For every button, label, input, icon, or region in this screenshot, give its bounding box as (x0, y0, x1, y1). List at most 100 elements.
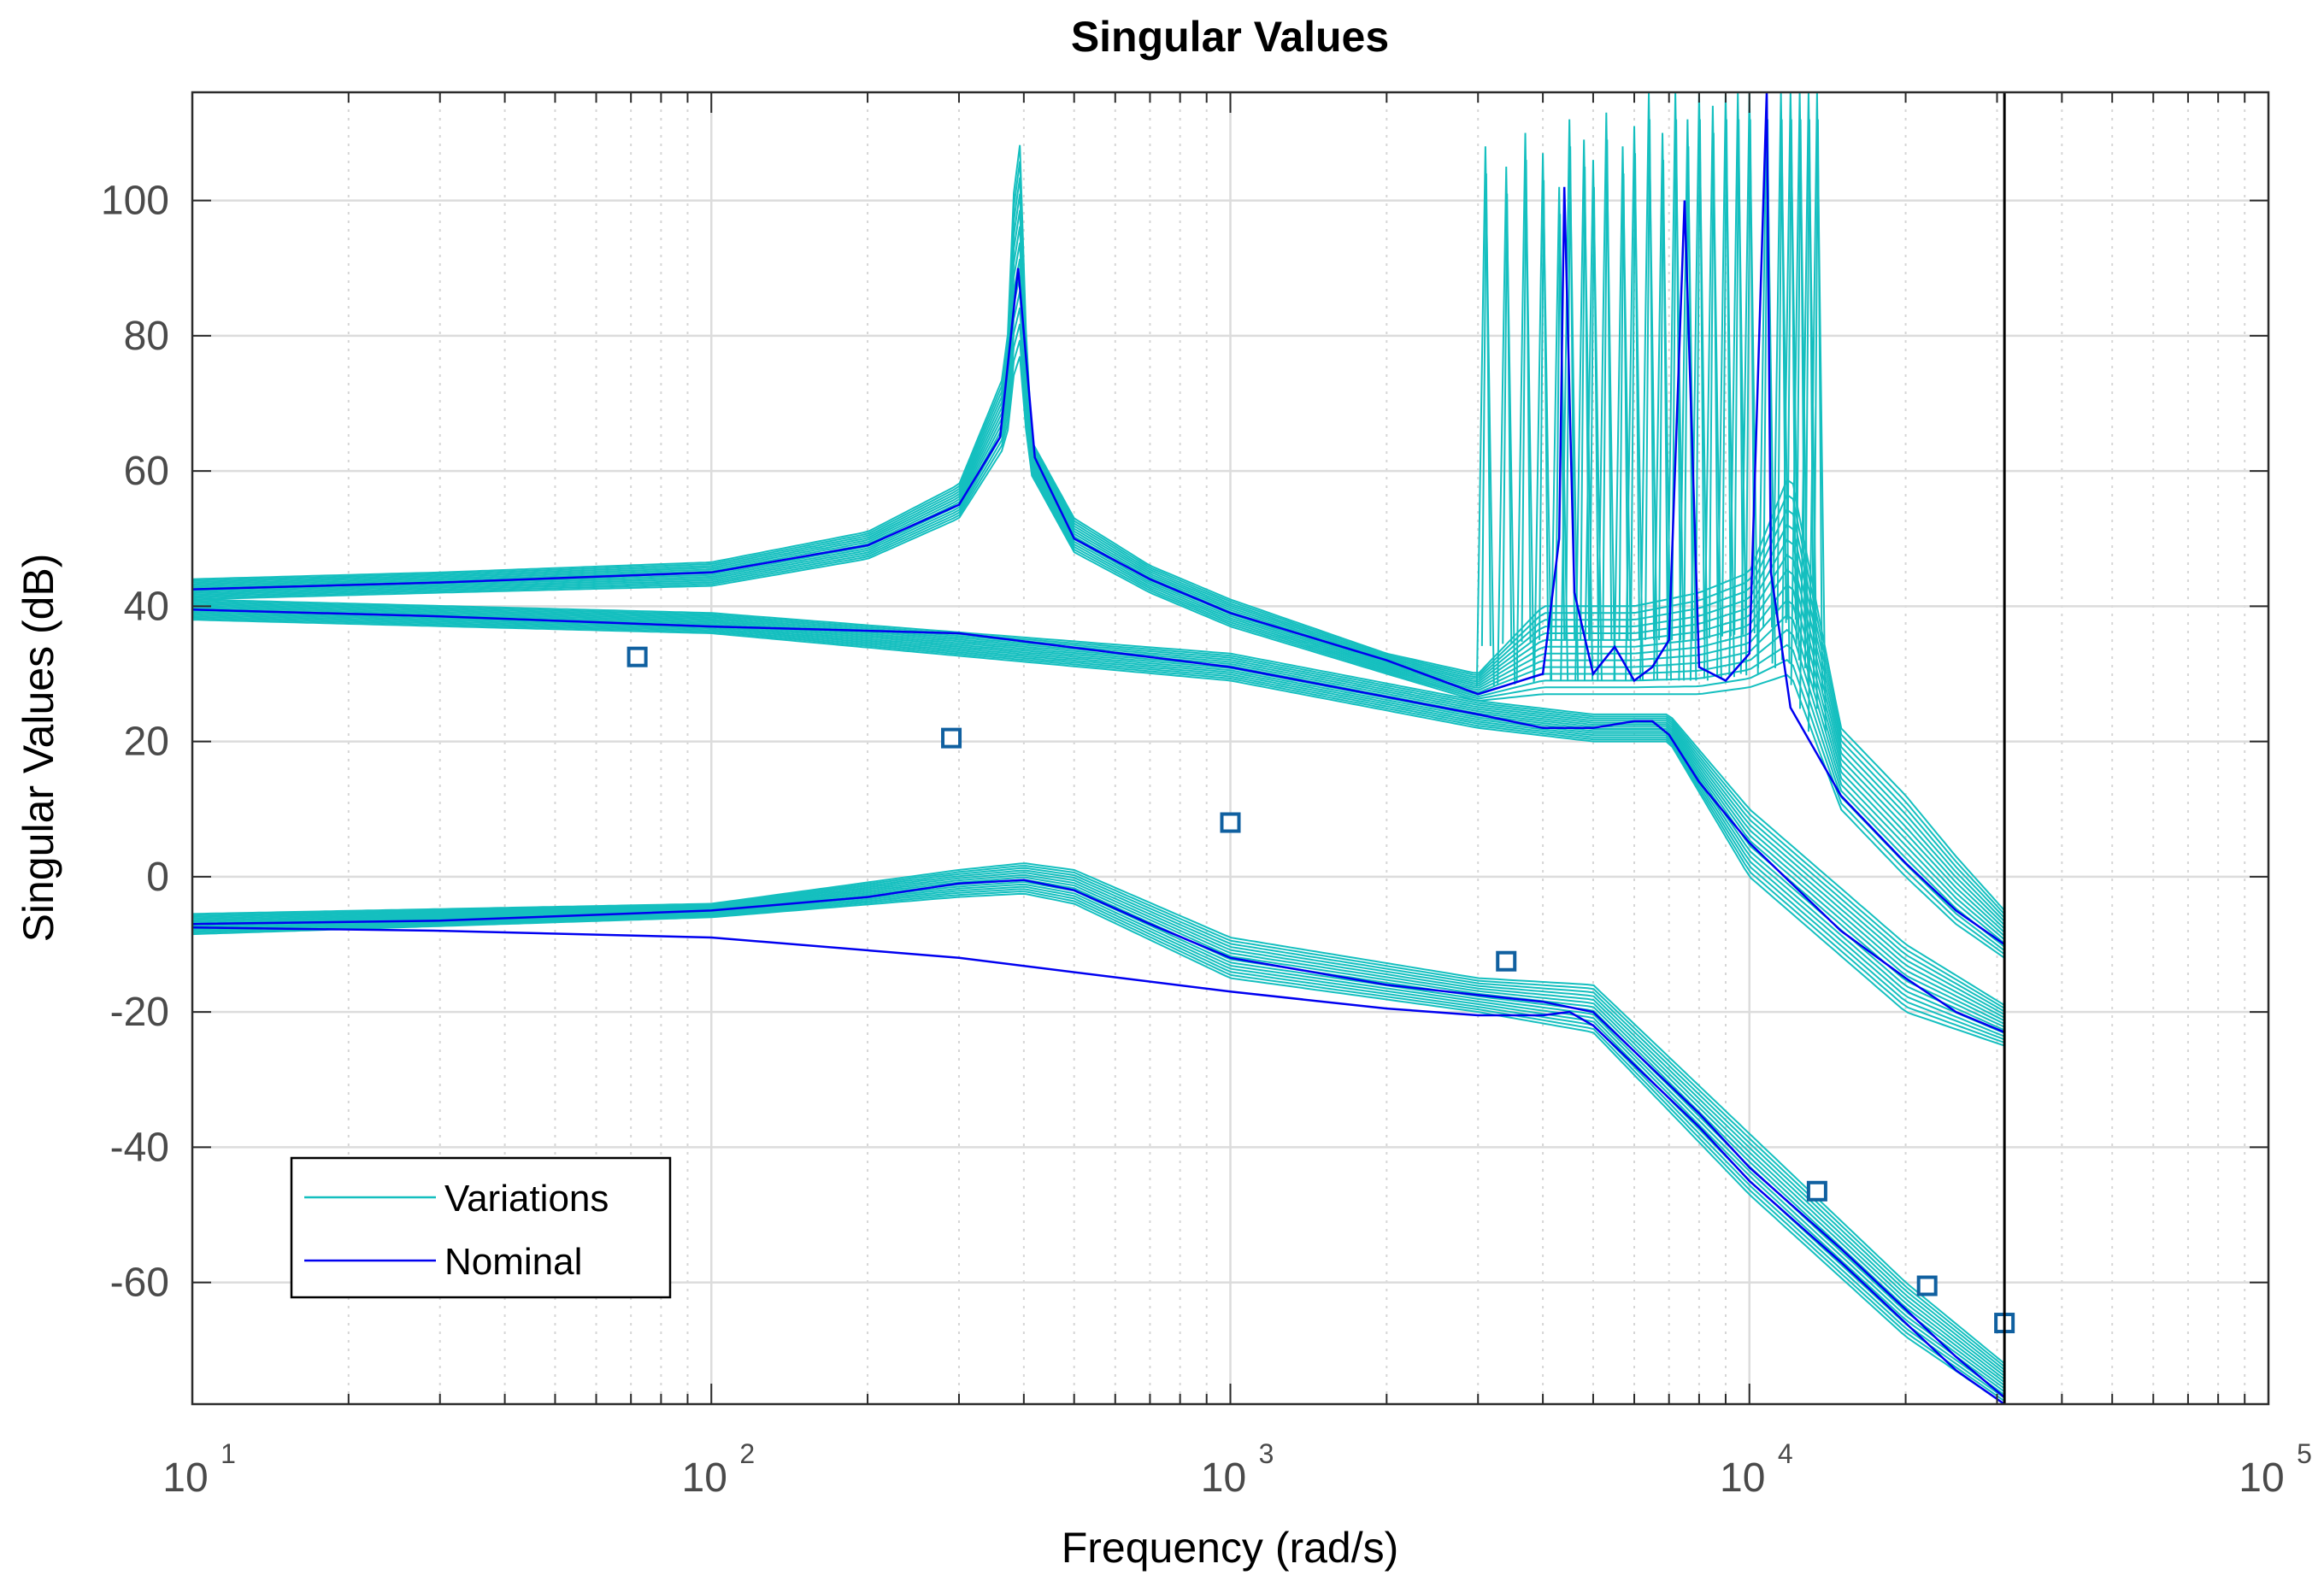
variation-line (191, 862, 2005, 1365)
variation-resonance (1583, 160, 1603, 681)
y-tick-label: 60 (124, 449, 169, 494)
y-tick-label: -40 (110, 1125, 169, 1170)
axis-ticks (191, 92, 2269, 1404)
y-tick-label: -60 (110, 1261, 169, 1306)
variations-series (191, 91, 2005, 1405)
variation-resonance (1708, 132, 1719, 638)
x-tick-label: 10 (682, 1455, 727, 1501)
variation-resonance (1630, 153, 1641, 640)
variation-line (191, 879, 2005, 1386)
variation-line (191, 611, 2005, 1032)
legend-label-variations: Variations (444, 1178, 609, 1220)
variation-resonance (1539, 179, 1550, 640)
x-axis-label: Frequency (rad/s) (1062, 1524, 1399, 1572)
y-tick-label: 80 (124, 314, 169, 359)
variation-line (191, 617, 2005, 1043)
variation-line (191, 872, 2005, 1377)
variation-resonance (1694, 119, 1705, 640)
variation-resonance (1744, 119, 1756, 633)
variation-resonance (1480, 173, 1491, 646)
x-tick-exponent: 2 (739, 1438, 755, 1469)
x-tick-label: 10 (2239, 1455, 2284, 1501)
variation-line (191, 885, 2005, 1396)
variation-line (191, 865, 2005, 1367)
variation-resonance (1644, 119, 1656, 640)
variation-line (191, 612, 2005, 1034)
variation-resonance (1625, 126, 1644, 681)
variation-resonance (1533, 153, 1553, 681)
variation-line (191, 603, 2005, 1015)
variation-line (191, 209, 2005, 926)
variation-line (191, 226, 2005, 930)
y-tick-label: 0 (146, 855, 169, 900)
nominal-line (191, 608, 2005, 1033)
variation-line (191, 867, 2005, 1371)
variation-resonance (1475, 146, 1495, 687)
variation-resonance (1565, 146, 1576, 640)
variation-line (191, 161, 2005, 915)
variation-resonance (1658, 160, 1669, 640)
variation-resonance (1671, 119, 1682, 640)
variation-resonance (1721, 119, 1732, 637)
x-tick-label: 10 (1201, 1455, 1246, 1501)
variation-line (191, 619, 2005, 1047)
data-marker (941, 727, 962, 749)
data-marker (1496, 950, 1517, 972)
y-tick-label: -20 (110, 990, 169, 1035)
x-tick-label: 10 (1720, 1455, 1765, 1501)
variation-line (191, 891, 2005, 1402)
nominal-line (191, 879, 2005, 1399)
variation-resonance (1602, 139, 1613, 640)
legend: Variations Nominal (290, 1156, 672, 1299)
x-tick-exponent: 3 (1259, 1438, 1274, 1469)
variation-line (191, 615, 2005, 1041)
variation-resonance (1733, 119, 1744, 635)
variation-line (191, 602, 2005, 1013)
variation-resonance (1618, 173, 1629, 640)
x-tick-exponent: 1 (221, 1438, 236, 1469)
x-tick-exponent: 4 (1778, 1438, 1793, 1469)
legend-label-nominal: Nominal (444, 1241, 582, 1283)
variation-line (191, 874, 2005, 1380)
nominal-line (191, 926, 2005, 1406)
x-tick-label: 10 (162, 1455, 208, 1501)
data-marker (1806, 1180, 1827, 1202)
variation-resonance (1550, 186, 1569, 681)
variation-line (191, 598, 2005, 1007)
variation-line (191, 193, 2005, 922)
variation-resonance (1515, 132, 1535, 683)
variation-line (191, 177, 2005, 919)
variation-line (191, 876, 2005, 1384)
data-marker (1916, 1275, 1938, 1296)
x-tick-labels: 10 1 10 2 10 3 10 4 10 5 (162, 1438, 2312, 1501)
variation-line (191, 892, 2005, 1405)
variation-resonance (1653, 132, 1673, 681)
y-tick-labels: 100 80 60 40 20 0 -20 -40 -60 (101, 179, 169, 1306)
legend-box (290, 1156, 672, 1299)
nominal-line (191, 91, 2005, 946)
variation-resonance (1560, 119, 1580, 681)
variation-resonance (1521, 160, 1532, 643)
variation-line (191, 339, 2005, 955)
variation-line (191, 291, 2005, 944)
y-axis-label: Singular Values (dB) (15, 554, 62, 943)
variation-resonance (1597, 112, 1616, 681)
variation-resonance (1703, 105, 1722, 679)
y-tick-label: 100 (101, 179, 169, 224)
variation-line (191, 600, 2005, 1009)
variation-resonance (1588, 186, 1599, 640)
variation-line (191, 606, 2005, 1022)
data-marker (1220, 812, 1241, 833)
variation-line (191, 869, 2005, 1374)
variation-resonance (1497, 167, 1516, 685)
y-tick-label: 40 (124, 584, 169, 629)
variation-resonance (1502, 193, 1513, 644)
variation-line (191, 888, 2005, 1399)
y-tick-label: 20 (124, 720, 169, 765)
chart-title: Singular Values (1071, 13, 1389, 61)
x-tick-exponent: 5 (2297, 1438, 2312, 1469)
variation-line (191, 356, 2005, 959)
variation-resonance (1574, 139, 1594, 681)
data-marker (627, 646, 648, 667)
